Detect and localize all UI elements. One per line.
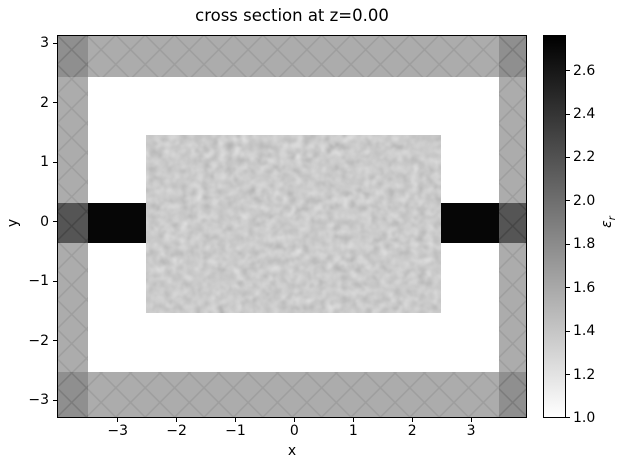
colorbar-tick	[566, 374, 570, 375]
y-tick	[53, 399, 57, 401]
colorbar-label-subscript: r	[606, 216, 618, 221]
x-tick	[293, 418, 295, 422]
colorbar-tick-label: 2.6	[573, 62, 596, 79]
x-tick	[470, 418, 472, 422]
pml-band-left	[57, 35, 88, 418]
x-tick-label: 2	[407, 423, 417, 439]
colorbar-tick-label: 1.4	[573, 323, 596, 340]
axes-spine	[57, 35, 527, 418]
colorbar-tick	[566, 243, 570, 245]
x-tick-label: 3	[466, 423, 476, 439]
y-tick	[53, 340, 57, 341]
colorbar-tick	[566, 70, 570, 72]
colorbar-tick	[566, 156, 570, 158]
permittivity-image	[57, 35, 527, 418]
colorbar-tick-label: 2.2	[573, 149, 596, 166]
colorbar-tick-label: 1.8	[573, 236, 596, 253]
pml-band-right	[499, 35, 527, 418]
y-tick	[53, 42, 57, 44]
colorbar-tick-label: 1.0	[573, 409, 596, 426]
y-tick-label: −2	[28, 332, 49, 349]
colorbar-tick	[566, 330, 570, 332]
colorbar-label: εr	[599, 211, 618, 233]
pml-band-bottom	[57, 372, 527, 418]
x-tick	[411, 418, 413, 422]
colorbar-label-symbol: ε	[599, 220, 615, 228]
y-tick-label: 2	[40, 94, 49, 111]
y-axis-label: y	[5, 218, 21, 228]
y-tick-label: −3	[28, 392, 49, 408]
colorbar-tick	[566, 287, 570, 289]
colorbar-tick-label: 2.0	[573, 192, 596, 209]
colorbar-tick-label: 2.4	[573, 106, 596, 122]
plot-area	[57, 35, 527, 418]
colorbar	[543, 35, 566, 418]
x-tick-label: −2	[166, 423, 187, 439]
x-tick	[352, 418, 354, 422]
x-tick	[235, 418, 236, 422]
plot-title: cross section at z=0.00	[195, 6, 389, 25]
y-tick	[53, 161, 57, 163]
x-axis-label: x	[287, 443, 297, 459]
x-tick-label: −3	[107, 423, 129, 439]
x-tick	[176, 418, 178, 422]
y-tick	[53, 221, 57, 222]
pml-band-top	[57, 35, 527, 77]
x-tick-label: 0	[289, 423, 299, 439]
y-tick	[53, 102, 57, 103]
y-tick-label: 0	[40, 213, 49, 230]
colorbar-tick-label: 1.6	[573, 279, 596, 296]
x-tick	[117, 418, 119, 422]
random-medium-block	[146, 135, 441, 313]
y-tick-label: −1	[28, 273, 49, 289]
y-tick-label: 3	[40, 35, 49, 51]
colorbar-tick	[566, 200, 570, 202]
colorbar-tick-label: 1.2	[573, 366, 596, 383]
x-tick-label: −1	[225, 423, 246, 439]
colorbar-tick	[566, 113, 570, 115]
y-tick-label: 1	[40, 154, 49, 170]
colorbar-tick	[566, 417, 570, 418]
x-tick-label: 1	[348, 423, 358, 439]
y-tick	[53, 280, 57, 282]
